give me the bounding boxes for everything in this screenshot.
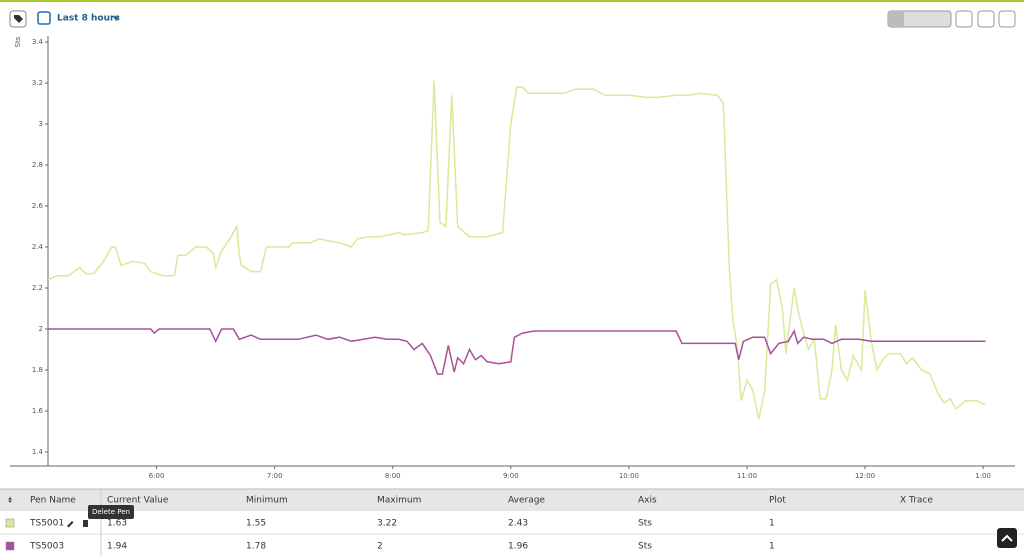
table-cell: 3.22 — [377, 519, 397, 529]
table-cell: TS5003 — [29, 542, 64, 552]
series-line — [47, 80, 986, 420]
tooltip: Delete Pen — [92, 508, 130, 516]
tag-icon — [14, 15, 23, 23]
tooltip-box — [88, 505, 134, 519]
column-header: Axis — [638, 496, 657, 506]
table: Pen Name Current Value Minimum Maximum Avera… — [5, 496, 933, 552]
y-tick-label: 2.8 — [32, 161, 43, 169]
table-cell: TS5001 — [29, 519, 64, 529]
y-tick-label: 3.2 — [32, 79, 43, 87]
menu-button[interactable] — [998, 10, 1016, 28]
y-tick-label: 2.6 — [32, 202, 44, 210]
pen-swatch — [5, 541, 15, 551]
pan-tool[interactable] — [888, 11, 904, 27]
y-tick-label: 2.4 — [32, 243, 44, 251]
delete-icon[interactable] — [83, 520, 88, 527]
series-line — [48, 328, 986, 375]
x-tick-label: 11:00 — [737, 472, 757, 480]
column-header: Current Value — [107, 496, 169, 506]
column-header: Maximum — [377, 496, 421, 506]
table-cell: 2.43 — [508, 519, 528, 529]
x-tick-label: 8:00 — [385, 472, 401, 480]
y-tick-label: 1.6 — [32, 407, 44, 415]
y-tick-label: 2.2 — [32, 284, 43, 292]
y-tick-label: 2 — [39, 325, 43, 333]
time-range[interactable]: Last 8 hours — [57, 14, 120, 24]
table-cell: 1.96 — [508, 542, 528, 552]
column-header: Plot — [769, 496, 786, 506]
table-cell: 1 — [769, 519, 775, 529]
x-tick-label: 1:00 — [975, 472, 991, 480]
y-axis-label: Sts — [14, 36, 22, 47]
table-cell: Sts — [638, 519, 652, 529]
expand-icon[interactable]: ⇟ — [7, 496, 14, 505]
dropdown-arrow[interactable] — [112, 15, 120, 21]
y-tick-label: 3 — [39, 120, 43, 128]
scroll-top-button[interactable] — [997, 528, 1017, 548]
x-tick-label: 6:00 — [149, 472, 165, 480]
table-header — [0, 489, 1024, 511]
column-header: Pen Name — [30, 496, 76, 506]
table-cell: 1.55 — [246, 519, 266, 529]
column-header: X Trace — [900, 496, 933, 506]
table-cell: 2 — [377, 542, 383, 552]
x-tick-label: 10:00 — [619, 472, 639, 480]
x-tick-label: 12:00 — [855, 472, 875, 480]
toolbar-right — [887, 10, 1016, 28]
table-cell: Sts — [638, 542, 652, 552]
pen-swatch — [5, 518, 15, 528]
table-cell: 1 — [769, 542, 775, 552]
calendar-icon[interactable] — [37, 11, 51, 25]
up-arrow — [1001, 534, 1013, 542]
y-tick-label: 3.4 — [32, 38, 44, 46]
table-cell: 1.78 — [246, 542, 266, 552]
settings-button[interactable] — [977, 10, 995, 28]
fullscreen-button[interactable] — [955, 10, 973, 28]
table-cell: 1.94 — [107, 542, 127, 552]
top-border — [0, 0, 1024, 2]
table-cell: 1.63 — [107, 519, 127, 529]
y-tick-label: 1.8 — [32, 366, 43, 374]
column-header: Average — [508, 496, 545, 506]
plot: 1.4 1.6 1.8 2 2.2 2.4 2.6 2.8 3 3.2 3.4 6:00 7:00 8:0… — [32, 38, 991, 480]
column-header: Minimum — [246, 496, 288, 506]
x-tick-label: 7:00 — [267, 472, 283, 480]
y-tick-label: 1.4 — [32, 448, 44, 456]
x-tick-label: 9:00 — [503, 472, 519, 480]
edit-icon[interactable] — [67, 521, 74, 528]
